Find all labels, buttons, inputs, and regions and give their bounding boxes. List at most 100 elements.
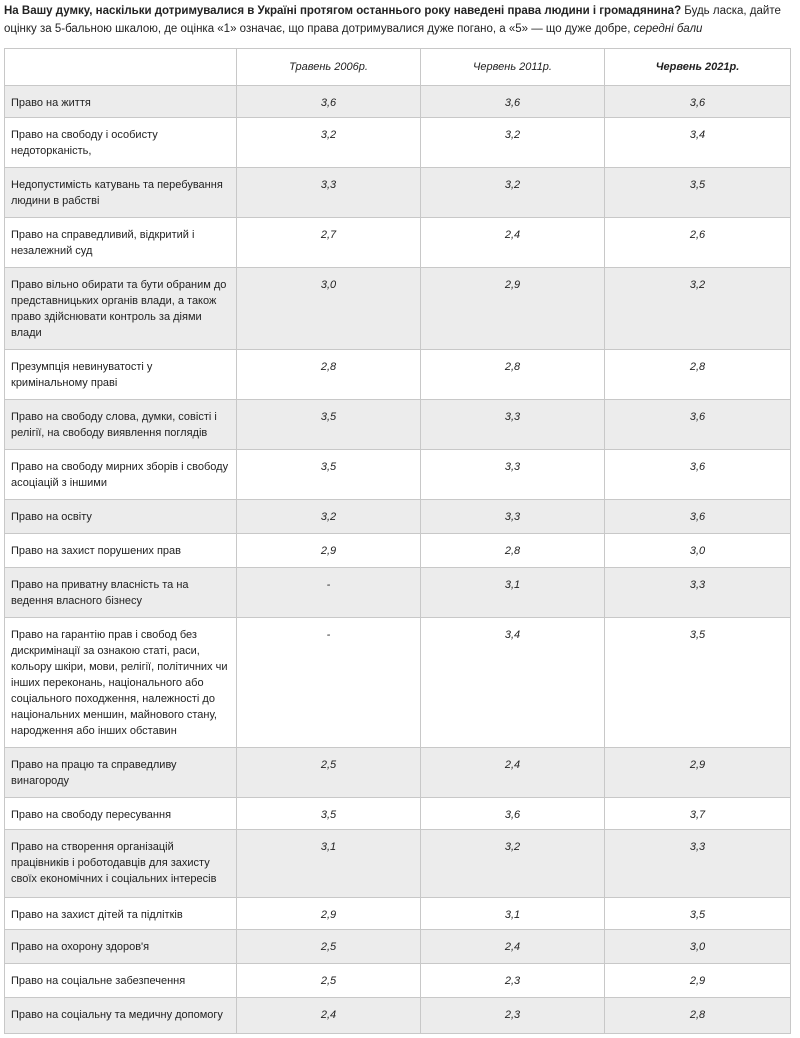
score-2021: 2,9 xyxy=(604,747,791,798)
table-row: Право на справедливий, відкритий і незал… xyxy=(4,217,791,268)
table-row: Право на працю та справедливу винагороду… xyxy=(4,747,791,798)
score-2006: 2,9 xyxy=(236,533,421,568)
score-2006: 3,6 xyxy=(236,85,421,118)
table-row: Право на захист дітей та підлітків 2,9 3,1… xyxy=(4,897,791,930)
score-2006: 3,3 xyxy=(236,167,421,218)
header-2021: Червень 2021р. xyxy=(604,48,791,86)
score-2006: 2,5 xyxy=(236,747,421,798)
right-label: Право на свободу мирних зборів і свободу… xyxy=(4,449,237,500)
score-2011: 2,9 xyxy=(420,267,605,350)
question-units: середні бали xyxy=(633,23,703,35)
score-2011: 3,6 xyxy=(420,797,605,830)
header-label xyxy=(4,48,237,86)
score-2006: 3,1 xyxy=(236,829,421,898)
score-2006: - xyxy=(236,617,421,748)
table-row: Право на створення організацій працівник… xyxy=(4,829,791,898)
right-label: Право на захист порушених прав xyxy=(4,533,237,568)
score-2021: 3,7 xyxy=(604,797,791,830)
right-label: Право на свободу пересування xyxy=(4,797,237,830)
table-row: Право на гарантію прав і свобод без диск… xyxy=(4,617,791,748)
score-2011: 3,2 xyxy=(420,167,605,218)
table-row: Право на освіту 3,2 3,3 3,6 xyxy=(4,499,791,534)
score-2011: 2,4 xyxy=(420,929,605,964)
right-label: Право вільно обирати та бути обраним до … xyxy=(4,267,237,350)
score-2021: 3,6 xyxy=(604,85,791,118)
score-2006: 3,2 xyxy=(236,499,421,534)
score-2006: 2,5 xyxy=(236,963,421,998)
ratings-table: Травень 2006р. Червень 2011р. Червень 20… xyxy=(4,48,791,1034)
score-2021: 2,6 xyxy=(604,217,791,268)
score-2011: 3,6 xyxy=(420,85,605,118)
score-2006: 3,0 xyxy=(236,267,421,350)
table-row: Право на соціальне забезпечення 2,5 2,3 2,9 xyxy=(4,963,791,998)
score-2006: 3,5 xyxy=(236,449,421,500)
score-2011: 3,3 xyxy=(420,449,605,500)
table-row: Право на захист порушених прав 2,9 2,8 3,0 xyxy=(4,533,791,568)
right-label: Право на свободу і особисту недоторканіс… xyxy=(4,117,237,168)
score-2006: 2,9 xyxy=(236,897,421,930)
score-2011: 2,3 xyxy=(420,997,605,1034)
table-row: Недопустимість катувань та перебування л… xyxy=(4,167,791,218)
score-2021: 3,5 xyxy=(604,617,791,748)
score-2021: 2,9 xyxy=(604,963,791,998)
score-2011: 3,3 xyxy=(420,499,605,534)
table-row: Право на охорону здоров'я 2,5 2,4 3,0 xyxy=(4,929,791,964)
score-2006: 2,5 xyxy=(236,929,421,964)
score-2021: 3,4 xyxy=(604,117,791,168)
right-label: Право на справедливий, відкритий і незал… xyxy=(4,217,237,268)
score-2011: 3,1 xyxy=(420,567,605,618)
question-instructions: Будь ласка, дайте оцінку за 5-бальною шк… xyxy=(4,5,781,35)
right-label: Презумпція невинуватості у кримінальному… xyxy=(4,349,237,400)
score-2021: 3,5 xyxy=(604,897,791,930)
score-2006: 2,8 xyxy=(236,349,421,400)
score-2021: 2,8 xyxy=(604,997,791,1034)
score-2021: 3,6 xyxy=(604,399,791,450)
score-2021: 3,3 xyxy=(604,829,791,898)
table-row: Право на свободу пересування 3,5 3,6 3,7 xyxy=(4,797,791,830)
right-label: Право на охорону здоров'я xyxy=(4,929,237,964)
table-row: Право на свободу і особисту недоторканіс… xyxy=(4,117,791,168)
score-2011: 2,8 xyxy=(420,349,605,400)
score-2011: 3,1 xyxy=(420,897,605,930)
score-2021: 3,0 xyxy=(604,929,791,964)
table-row: Право на приватну власність та на веденн… xyxy=(4,567,791,618)
score-2011: 2,4 xyxy=(420,217,605,268)
score-2021: 3,2 xyxy=(604,267,791,350)
score-2021: 3,6 xyxy=(604,449,791,500)
score-2021: 3,6 xyxy=(604,499,791,534)
header-2006: Травень 2006р. xyxy=(236,48,421,86)
score-2021: 2,8 xyxy=(604,349,791,400)
score-2006: 2,7 xyxy=(236,217,421,268)
right-label: Право на соціальне забезпечення xyxy=(4,963,237,998)
table-row: Право на свободу слова, думки, совісті і… xyxy=(4,399,791,450)
score-2006: 2,4 xyxy=(236,997,421,1034)
header-row: Травень 2006р. Червень 2011р. Червень 20… xyxy=(4,48,791,86)
table-row: Право на соціальну та медичну допомогу 2,… xyxy=(4,997,791,1034)
right-label: Право на свободу слова, думки, совісті і… xyxy=(4,399,237,450)
right-label: Право на життя xyxy=(4,85,237,118)
score-2021: 3,5 xyxy=(604,167,791,218)
table-row: Презумпція невинуватості у кримінальному… xyxy=(4,349,791,400)
right-label: Право на працю та справедливу винагороду xyxy=(4,747,237,798)
score-2006: - xyxy=(236,567,421,618)
score-2011: 3,2 xyxy=(420,829,605,898)
score-2021: 3,3 xyxy=(604,567,791,618)
right-label: Право на захист дітей та підлітків xyxy=(4,897,237,930)
table-row: Право на свободу мирних зборів і свободу… xyxy=(4,449,791,500)
table-row: Право на життя 3,6 3,6 3,6 xyxy=(4,85,791,118)
right-label: Право на гарантію прав і свобод без диск… xyxy=(4,617,237,748)
score-2011: 3,3 xyxy=(420,399,605,450)
score-2021: 3,0 xyxy=(604,533,791,568)
score-2006: 3,5 xyxy=(236,399,421,450)
right-label: Право на освіту xyxy=(4,499,237,534)
right-label: Право на соціальну та медичну допомогу xyxy=(4,997,237,1034)
right-label: Право на приватну власність та на веденн… xyxy=(4,567,237,618)
score-2011: 2,3 xyxy=(420,963,605,998)
right-label: Недопустимість катувань та перебування л… xyxy=(4,167,237,218)
header-2011: Червень 2011р. xyxy=(420,48,605,86)
score-2006: 3,2 xyxy=(236,117,421,168)
score-2011: 2,8 xyxy=(420,533,605,568)
right-label: Право на створення організацій працівник… xyxy=(4,829,237,898)
table-row: Право вільно обирати та бути обраним до … xyxy=(4,267,791,350)
score-2006: 3,5 xyxy=(236,797,421,830)
